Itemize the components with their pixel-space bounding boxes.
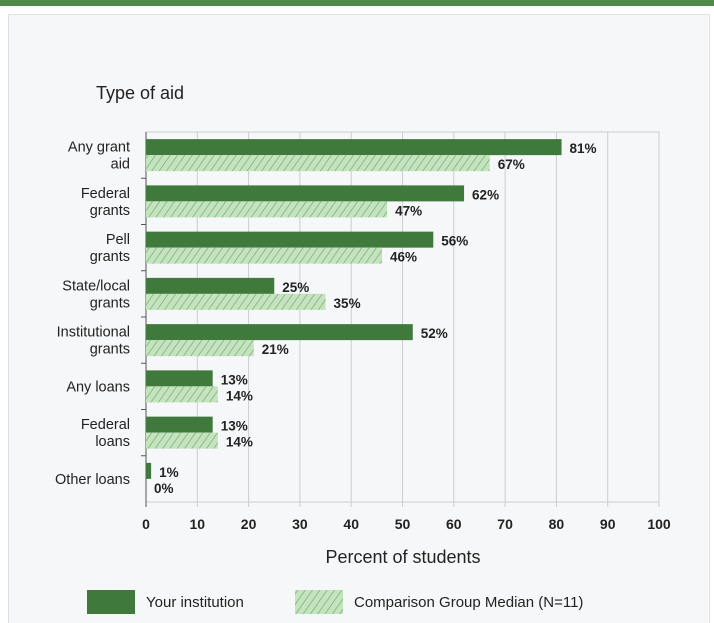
category-label: Institutional	[57, 325, 130, 341]
data-label: 62%	[472, 187, 499, 202]
category-label: aid	[111, 157, 130, 173]
bar-your-institution	[146, 324, 413, 341]
chart-subtitle: Type of aid	[96, 83, 184, 103]
data-label: 14%	[226, 435, 253, 450]
bar-your-institution	[146, 139, 562, 156]
legend-label-your-institution: Your institution	[146, 594, 244, 611]
x-tick-label: 100	[647, 516, 671, 532]
category-label: Federal	[81, 186, 130, 202]
bar-comparison	[146, 247, 382, 264]
data-label: 81%	[570, 141, 597, 156]
data-label: 1%	[159, 465, 179, 480]
x-axis-title: Percent of students	[325, 547, 480, 567]
data-label: 21%	[262, 342, 289, 357]
bar-comparison	[146, 155, 490, 172]
data-label: 14%	[226, 388, 253, 403]
data-label: 25%	[282, 280, 309, 295]
x-tick-label: 60	[446, 516, 462, 532]
legend-swatch-your-institution	[87, 590, 135, 614]
bar-your-institution	[146, 277, 275, 294]
bar-comparison	[146, 386, 218, 403]
x-tick-label: 0	[142, 516, 150, 532]
data-label: 52%	[421, 326, 448, 341]
legend-label-comparison-group: Comparison Group Median (N=11)	[354, 594, 583, 611]
x-tick-label: 90	[600, 516, 616, 532]
category-label: grants	[90, 295, 130, 311]
category-label: grants	[90, 342, 130, 358]
bar-comparison	[146, 340, 254, 357]
x-tick-label: 30	[292, 516, 308, 532]
data-label: 35%	[334, 296, 361, 311]
bar-your-institution	[146, 416, 213, 433]
grid-lines	[141, 131, 660, 507]
bar-comparison	[146, 293, 326, 310]
category-label: Any grant	[68, 140, 130, 156]
bar-your-institution	[146, 462, 152, 479]
data-label: 46%	[390, 250, 417, 265]
bar-your-institution	[146, 231, 434, 248]
data-label: 0%	[154, 481, 174, 496]
data-label: 47%	[395, 203, 422, 218]
x-tick-label: 70	[497, 516, 513, 532]
x-tick-label: 10	[190, 516, 206, 532]
category-label: loans	[95, 434, 130, 450]
category-label: Federal	[81, 417, 130, 433]
bar-comparison	[146, 432, 218, 449]
bars: 81%67%62%47%56%46%25%35%52%21%13%14%13%1…	[146, 139, 597, 496]
x-tick-label: 40	[343, 516, 359, 532]
data-label: 67%	[498, 157, 525, 172]
data-label: 13%	[221, 419, 248, 434]
bar-your-institution	[146, 370, 213, 387]
category-labels: Any grantaidFederalgrantsPellgrantsState…	[55, 140, 130, 488]
bar-comparison	[146, 201, 388, 218]
x-tick-label: 80	[549, 516, 565, 532]
x-tick-labels: 0 10 20 30 40 50 60 70 80 90 100	[142, 516, 671, 532]
category-label: Any loans	[66, 379, 130, 395]
bar-your-institution	[146, 185, 465, 202]
data-label: 13%	[221, 372, 248, 387]
x-tick-label: 20	[241, 516, 257, 532]
chart-panel	[8, 14, 710, 623]
legend-swatch-comparison-group	[295, 590, 343, 614]
x-tick-label: 50	[395, 516, 411, 532]
category-label: grants	[90, 249, 130, 265]
category-label: grants	[90, 203, 130, 219]
category-label: Pell	[106, 232, 130, 248]
legend: Your institution Comparison Group Median…	[87, 590, 583, 614]
category-label: State/local	[62, 278, 130, 294]
category-label: Other loans	[55, 472, 130, 488]
data-label: 56%	[441, 234, 468, 249]
top-rule	[0, 0, 714, 6]
